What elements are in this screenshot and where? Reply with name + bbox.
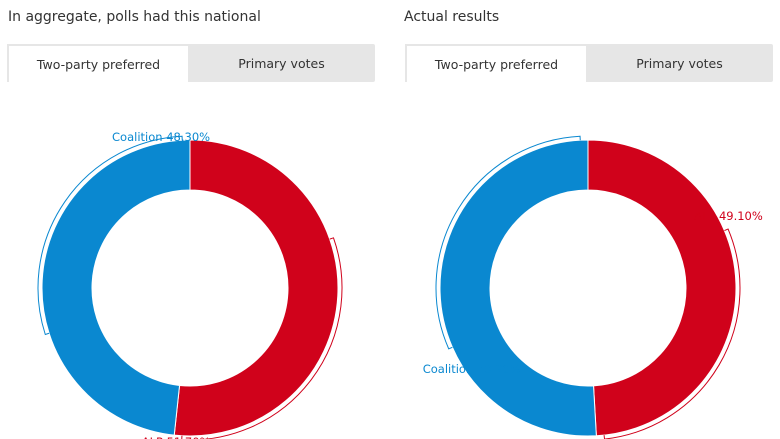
alp-bracket — [603, 228, 741, 439]
coalition-bracket — [37, 135, 183, 336]
alp-slice — [587, 139, 737, 437]
tab-two-party-preferred[interactable]: Two-party preferred — [405, 44, 586, 82]
coalition-slice — [439, 139, 597, 437]
tab-bar: Two-party preferred Primary votes — [7, 44, 375, 82]
alp-data-label: ALP 49.10% — [694, 209, 763, 223]
alp-bracket — [181, 237, 343, 439]
tab-bar: Two-party preferred Primary votes — [405, 44, 773, 82]
coalition-data-label: Coalition 50.90% — [423, 362, 521, 376]
results-donut: ALP 49.10% Coalition 50.90% — [423, 135, 763, 439]
coalition-bracket — [435, 135, 581, 350]
tab-primary-votes[interactable]: Primary votes — [636, 55, 723, 71]
coalition-slice — [41, 139, 191, 436]
panel-title: Actual results — [404, 9, 500, 25]
polls-donut: ALP 51.70% Coalition 48.30% — [37, 130, 343, 439]
alp-data-label: ALP 51.70% — [142, 435, 211, 439]
alp-slice — [173, 139, 339, 437]
tab-two-party-preferred[interactable]: Two-party preferred — [7, 44, 188, 82]
coalition-data-label: Coalition 48.30% — [112, 130, 210, 144]
tab-primary-votes[interactable]: Primary votes — [238, 55, 325, 71]
panel-title: In aggregate, polls had this national — [8, 9, 261, 25]
